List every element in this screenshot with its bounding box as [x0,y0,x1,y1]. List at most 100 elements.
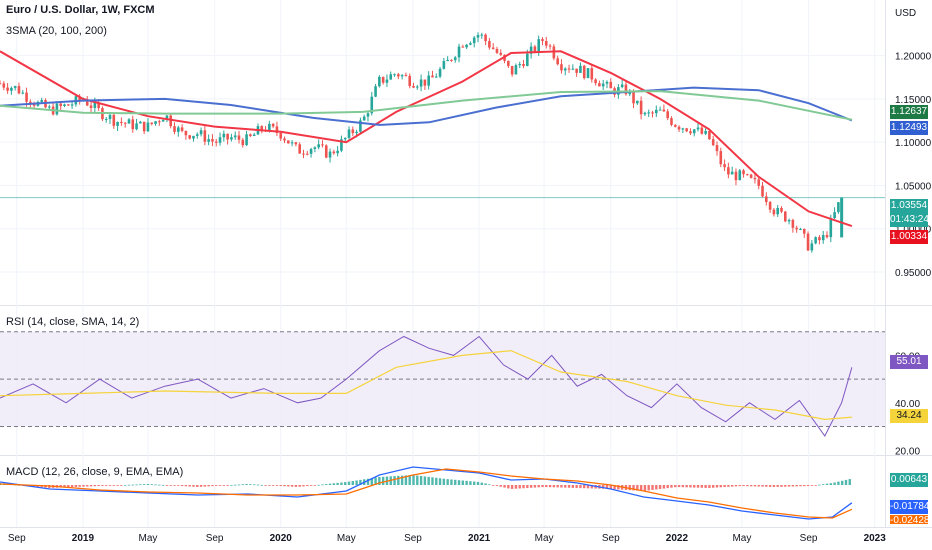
candle-body [780,207,783,212]
candle-body [59,103,62,107]
candle-body [21,92,25,94]
candle-body [419,79,423,87]
candle-body [237,135,241,140]
macd-histogram-bar [715,485,719,488]
candle-body [25,92,28,102]
candle-body [63,104,66,107]
candle-body [275,126,279,133]
macd-histogram-bar [662,485,666,489]
candle-body [195,134,199,136]
candle-body [488,41,491,48]
macd-histogram-bar [381,476,385,485]
macd-histogram-bar [488,484,491,486]
candle-body [241,139,245,146]
macd-histogram-bar [241,484,244,486]
macd-histogram-bar [271,485,275,486]
macd-histogram-bar [514,485,518,489]
candle-body [662,109,666,112]
macd-histogram-bar [757,485,760,487]
candle-body [2,83,6,88]
candle-body [806,233,810,251]
macd-histogram-bar [674,485,677,488]
sma20-badge: 1.00334 [890,230,928,244]
candle-body [180,127,184,131]
macd-histogram-bar [541,485,544,488]
macd-histogram-bar [571,485,575,488]
candle-body [222,133,226,138]
sma-legend[interactable]: 3SMA (20, 100, 200) [6,25,107,37]
candle-body [734,171,738,181]
sma100-badge: 1.12493 [890,121,928,135]
candle-body [548,45,552,47]
x-tick-label: 2023 [864,533,887,544]
macd-histogram-bar [177,485,180,486]
macd-histogram-bar [268,485,271,486]
macd-histogram-bar [412,475,415,485]
macd-histogram-bar [328,483,332,485]
candle-body [177,127,180,132]
candle-body [116,121,119,126]
candle-body [347,129,351,138]
candle-body [336,150,339,154]
candle-body [218,137,222,143]
macd-histogram-bar [120,485,123,486]
macd-legend[interactable]: MACD (12, 26, close, 9, EMA, EMA) [6,466,184,478]
rsi-legend[interactable]: RSI (14, close, SMA, 14, 2) [6,316,140,328]
symbol-title[interactable]: Euro / U.S. Dollar, 1W, FXCM [6,4,155,16]
x-tick-label: 2022 [666,533,689,544]
candle-body [150,122,154,124]
macd-histogram-bar [408,475,411,485]
macd-histogram-bar [226,485,229,486]
macd-histogram-bar [287,485,290,487]
candle-body [434,76,438,78]
candle-body [305,153,309,155]
candle-body [768,202,772,210]
macd-histogram-bar [681,485,685,488]
macd-histogram-bar [131,484,134,486]
candle-body [658,109,662,111]
macd-histogram-bar [476,481,480,485]
candle-body [165,115,169,121]
candle-body [355,131,358,134]
macd-histogram-bar [533,485,537,488]
macd-histogram-bar [252,484,256,486]
price-badge: 1.03554 [890,199,928,213]
macd-histogram-bar [795,485,798,487]
macd-histogram-bar [613,485,616,490]
macd-histogram-bar [480,482,483,485]
macd-histogram-bar [738,485,741,487]
candle-body [571,68,575,70]
candle-body [491,47,495,49]
candle-body [670,118,673,125]
candle-body [537,39,540,52]
macd-histogram-bar [438,478,442,485]
candle-body [499,52,503,55]
macd-histogram-bar [184,485,188,487]
candle-body [453,57,457,61]
macd-histogram-bar [309,485,313,486]
candle-body [609,81,613,89]
candle-body [70,104,74,106]
candle-body [605,81,609,84]
macd-histogram-bar [192,485,195,487]
macd-histogram-bar [518,485,521,489]
macd-histogram-bar [647,485,650,491]
candle-body [730,171,734,175]
macd-histogram-bar [567,485,571,488]
macd-histogram-bar [321,484,324,486]
x-tick-label: 2019 [72,533,95,544]
candle-body [757,179,761,186]
candle-body [526,53,529,66]
macd-histogram-bar [454,479,457,485]
macd-histogram-bar [734,485,738,487]
candle-body [328,151,332,158]
candle-body [799,228,802,230]
macd-histogram-bar [806,485,810,487]
macd-histogram-bar [150,484,153,486]
macd-histogram-bar [507,485,510,489]
macd-histogram-bar [67,485,70,488]
x-tick-label: 2021 [468,533,491,544]
candle-body [727,167,730,175]
